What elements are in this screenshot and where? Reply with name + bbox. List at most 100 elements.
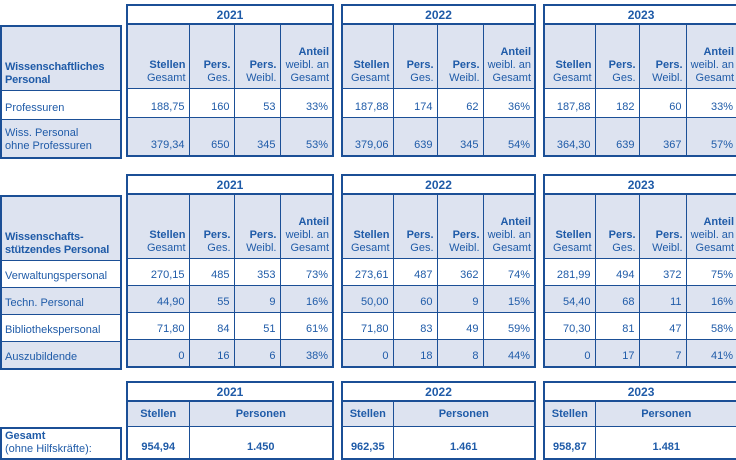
table-row: Professuren — [0, 90, 122, 120]
value-cell: 7 — [638, 339, 687, 368]
header-line: Anteil — [703, 46, 735, 58]
table-row: Verwaltungspersonal — [0, 260, 122, 288]
year-group-2023: 2023 Stellen Gesamt Pers. Ges. Pers. Wei… — [543, 174, 736, 368]
year-header-row: 2023 — [543, 174, 736, 195]
row-label: Verwaltungspersonal — [0, 260, 122, 288]
col-header-stellen-gesamt: Stellen Gesamt — [341, 23, 394, 89]
value-cell: 379,06 — [341, 117, 394, 157]
table-row: 0 16 6 38% — [126, 339, 334, 368]
table-row: Techn. Personal — [0, 287, 122, 315]
col-header-personen: Personen — [594, 400, 736, 427]
section-title: Wissenschaftliches Personal — [0, 25, 122, 91]
table-row: 379,06 639 345 54% — [341, 117, 536, 157]
value-cell: 54,40 — [543, 285, 596, 313]
header-line: Gesamt — [290, 72, 330, 84]
section-gesamt: Gesamt (ohne Hilfskräfte): 2021 Stellen … — [0, 381, 736, 460]
year-header: 2023 — [543, 4, 736, 25]
value-cell: 81 — [594, 312, 640, 340]
header-line: Gesamt — [695, 72, 735, 84]
value-cell: 160 — [188, 88, 235, 118]
col-header-pers-weibl: Pers. Weibl. — [436, 193, 484, 259]
value-cell: 50,00 — [341, 285, 394, 313]
col-header-anteil: Anteil weibl. an Gesamt — [482, 23, 536, 89]
value-cell: 58% — [685, 312, 736, 340]
col-header-pers-ges: Pers. Ges. — [188, 23, 235, 89]
header-line: Stellen — [555, 229, 592, 241]
value-cell: 60 — [638, 88, 687, 118]
column-header-row: Stellen Personen — [126, 400, 334, 427]
header-line: Ges. — [410, 72, 434, 84]
row-label: Bibliothekspersonal — [0, 314, 122, 342]
value-cell: 61% — [279, 312, 334, 340]
header-line: weibl. an — [285, 59, 330, 71]
value-cell: 38% — [279, 339, 334, 368]
value-cell: 367 — [638, 117, 687, 157]
value-cell: 372 — [638, 258, 687, 286]
value-cell: 51 — [233, 312, 281, 340]
row-label: Professuren — [0, 90, 122, 120]
value-cell: 188,75 — [126, 88, 190, 118]
year-group-2022: 2022 Stellen Gesamt Pers. Ges. Pers. Wei… — [341, 4, 537, 157]
value-cell: 958,87 — [543, 426, 596, 460]
col-header-pers-ges: Pers. Ges. — [594, 193, 640, 259]
header-line: Weibl. — [652, 72, 683, 84]
header-line: Ges. — [410, 242, 434, 254]
value-cell: 353 — [233, 258, 281, 286]
header-line: Weibl. — [246, 72, 277, 84]
col-header-stellen: Stellen — [126, 400, 190, 427]
column-header-row: Stellen Gesamt Pers. Ges. Pers. Weibl. A… — [543, 23, 736, 89]
header-line: Pers. — [406, 229, 434, 241]
header-line: Weibl. — [449, 72, 480, 84]
year-group-2023: 2023 Stellen Personen 958,87 1.481 — [543, 381, 736, 460]
col-header-pers-ges: Pers. Ges. — [392, 193, 438, 259]
table-row: 270,15 485 353 73% — [126, 258, 334, 286]
value-cell: 62 — [436, 88, 484, 118]
value-cell: 494 — [594, 258, 640, 286]
year-header-row: 2022 — [341, 381, 536, 402]
value-cell: 71,80 — [341, 312, 394, 340]
year-header: 2021 — [126, 174, 334, 195]
value-cell: 273,61 — [341, 258, 394, 286]
row-label: Wiss. Personal ohne Professuren — [0, 119, 122, 159]
value-cell: 60 — [392, 285, 438, 313]
value-cell: 1.450 — [188, 426, 334, 460]
table-row: Auszubildende — [0, 341, 122, 370]
value-cell: 49 — [436, 312, 484, 340]
header-line: Pers. — [608, 229, 636, 241]
column-header-row: Stellen Gesamt Pers. Ges. Pers. Weibl. A… — [126, 193, 334, 259]
col-header-anteil: Anteil weibl. an Gesamt — [685, 193, 736, 259]
value-cell: 16% — [279, 285, 334, 313]
year-group-2022: 2022 Stellen Gesamt Pers. Ges. Pers. Wei… — [341, 174, 537, 368]
header-line: Anteil — [703, 216, 735, 228]
table-row: 187,88 174 62 36% — [341, 88, 536, 118]
year-header-row: 2021 — [126, 174, 334, 195]
col-header-personen: Personen — [188, 400, 334, 427]
title-line: Wissenschafts- — [5, 231, 84, 243]
value-cell: 8 — [436, 339, 484, 368]
header-line: Weibl. — [652, 242, 683, 254]
year-header-row: 2021 — [126, 4, 334, 25]
value-cell: 44% — [482, 339, 536, 368]
value-cell: 0 — [126, 339, 190, 368]
value-cell: 83 — [392, 312, 438, 340]
table-row: 44,90 55 9 16% — [126, 285, 334, 313]
year-header-row: 2021 — [126, 381, 334, 402]
row-header-column: Wissenschafts- stützendes Personal Verwa… — [0, 195, 122, 370]
table-row: 958,87 1.481 — [543, 426, 736, 460]
header-line: Weibl. — [449, 242, 480, 254]
col-header-stellen: Stellen — [543, 400, 596, 427]
value-cell: 33% — [279, 88, 334, 118]
header-line: weibl. an — [487, 229, 532, 241]
value-cell: 345 — [233, 117, 281, 157]
label-line: Wiss. Personal — [5, 127, 79, 139]
col-header-pers-weibl: Pers. Weibl. — [436, 23, 484, 89]
header-line: Pers. — [655, 59, 683, 71]
table-row: 0 17 7 41% — [543, 339, 736, 368]
value-cell: 33% — [685, 88, 736, 118]
year-group-2022: 2022 Stellen Personen 962,35 1.461 — [341, 381, 537, 460]
col-header-stellen-gesamt: Stellen Gesamt — [341, 193, 394, 259]
value-cell: 182 — [594, 88, 640, 118]
column-header-row: Stellen Personen — [341, 400, 536, 427]
value-cell: 281,99 — [543, 258, 596, 286]
